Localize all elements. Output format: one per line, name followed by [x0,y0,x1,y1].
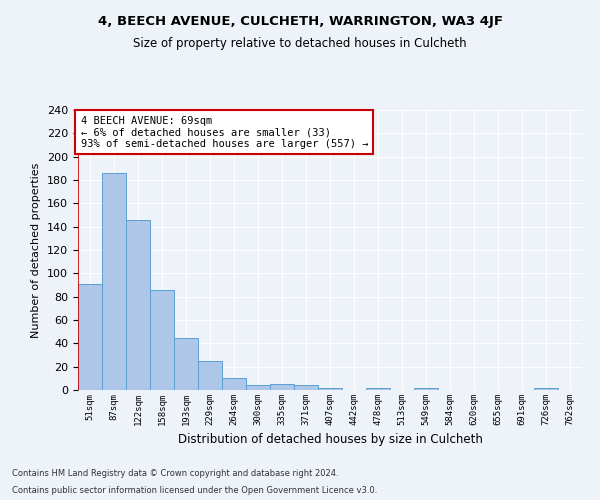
Bar [366,388,390,390]
Bar [270,384,294,390]
Bar [414,388,438,390]
Bar [246,386,270,390]
Bar [198,361,222,390]
Bar [78,284,102,390]
X-axis label: Distribution of detached houses by size in Culcheth: Distribution of detached houses by size … [178,434,482,446]
Text: 4, BEECH AVENUE, CULCHETH, WARRINGTON, WA3 4JF: 4, BEECH AVENUE, CULCHETH, WARRINGTON, W… [97,15,503,28]
Bar [222,378,246,390]
Text: 4 BEECH AVENUE: 69sqm
← 6% of detached houses are smaller (33)
93% of semi-detac: 4 BEECH AVENUE: 69sqm ← 6% of detached h… [80,116,368,149]
Text: Contains public sector information licensed under the Open Government Licence v3: Contains public sector information licen… [12,486,377,495]
Bar [150,290,174,390]
Text: Size of property relative to detached houses in Culcheth: Size of property relative to detached ho… [133,38,467,51]
Bar [102,173,126,390]
Bar [126,220,150,390]
Text: Contains HM Land Registry data © Crown copyright and database right 2024.: Contains HM Land Registry data © Crown c… [12,468,338,477]
Bar [174,338,198,390]
Bar [318,388,342,390]
Y-axis label: Number of detached properties: Number of detached properties [31,162,41,338]
Bar [534,388,558,390]
Bar [294,386,318,390]
